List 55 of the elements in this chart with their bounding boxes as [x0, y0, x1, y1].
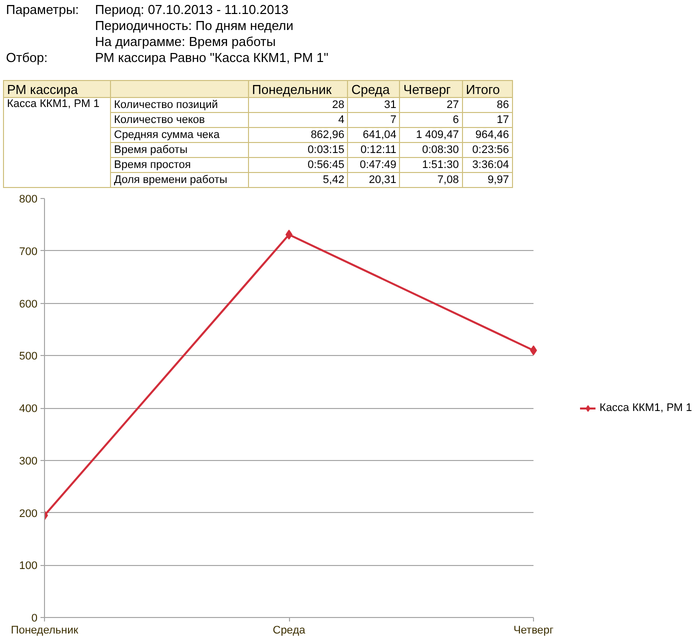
- text: 0:23:56: [472, 144, 509, 156]
- text: 0:08:30: [422, 144, 459, 156]
- category-label: Итого: [462, 80, 512, 98]
- text: 0:47:49: [360, 158, 396, 170]
- text: 9,97: [488, 174, 509, 186]
- category-label: Количество позиций: [114, 98, 218, 110]
- text: 20,31: [368, 174, 396, 186]
- category-label: Время работы: [114, 144, 188, 156]
- text: РМ кассира Равно "Касса ККМ1, РМ 1": [95, 50, 328, 65]
- text: 7,08: [437, 174, 459, 186]
- text: На диаграмме: Время работы: [95, 34, 276, 49]
- x-tick-label: Четверг: [513, 624, 554, 636]
- y-tick-label: 700: [19, 246, 38, 258]
- text: 1 409,47: [416, 128, 459, 140]
- text: 964,46: [475, 128, 509, 140]
- y-tick-label: 600: [19, 298, 38, 310]
- category-label: Количество чеков: [114, 114, 205, 126]
- text: 862,96: [310, 128, 344, 140]
- y-tick-label: 0: [31, 612, 38, 624]
- text: РМ кассира: [4, 80, 110, 98]
- text: 5,42: [322, 174, 344, 186]
- text: 0:03:15: [308, 144, 344, 156]
- y-tick-label: 400: [19, 403, 38, 415]
- category-label: Отбор:: [6, 50, 48, 65]
- text: 6: [452, 114, 459, 126]
- text: 1:51:30: [422, 158, 459, 170]
- y-tick-label: 500: [19, 350, 38, 363]
- category-label: Касса ККМ1, РМ 1: [7, 98, 100, 110]
- y-tick-label: 800: [19, 194, 38, 206]
- text: Периодичность: По дням недели: [95, 18, 294, 33]
- y-tick-label: 200: [19, 508, 38, 520]
- category-label: Четверг: [400, 80, 462, 98]
- text: 641,04: [362, 128, 396, 140]
- text: 3:36:04: [472, 158, 509, 170]
- x-tick-label: Понедельник: [10, 624, 78, 636]
- text: 17: [496, 114, 509, 126]
- category-label: Понедельник: [248, 80, 348, 98]
- text: 0:56:45: [308, 158, 344, 170]
- text: 0:12:11: [360, 144, 396, 156]
- category-label: Средняя сумма чека: [114, 128, 220, 140]
- text: 27: [446, 98, 459, 110]
- category-label: Время простоя: [114, 158, 191, 170]
- category-label: Среда: [348, 80, 400, 98]
- y-tick-label: 100: [19, 560, 38, 572]
- text: 4: [338, 114, 344, 126]
- text: 7: [390, 114, 396, 126]
- category-label: Параметры:: [6, 2, 79, 17]
- x-tick-label: Среда: [272, 624, 306, 636]
- text: Период: 07.10.2013 - 11.10.2013: [95, 2, 289, 17]
- y-tick-label: 300: [19, 455, 38, 468]
- category-label: Доля времени работы: [114, 174, 228, 186]
- text: 31: [384, 98, 396, 110]
- legend-label: Касса ККМ1, РМ 1: [600, 402, 692, 414]
- text: 28: [332, 98, 344, 110]
- text: 86: [496, 98, 509, 110]
